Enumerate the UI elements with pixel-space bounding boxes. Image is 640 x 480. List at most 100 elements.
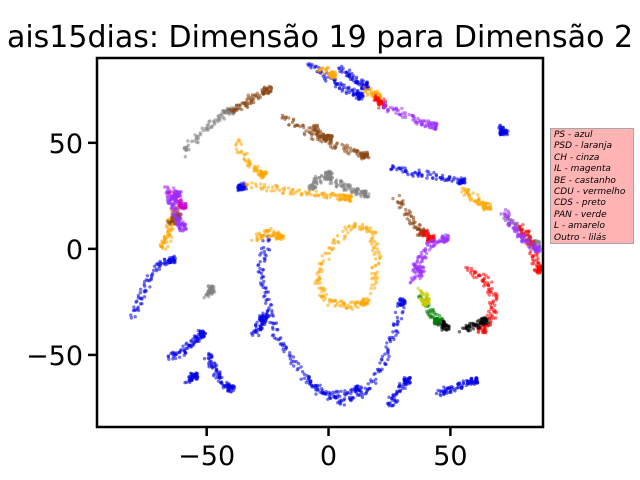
data-point-ps: [383, 352, 387, 356]
data-point-psd: [377, 261, 381, 265]
data-point-ps: [360, 97, 364, 101]
data-point-ps: [347, 68, 352, 72]
data-point-ps: [264, 290, 269, 294]
data-point-psd: [255, 238, 259, 242]
data-point-cdu: [490, 286, 494, 291]
data-point-psd: [317, 194, 321, 198]
data-point-ch: [217, 113, 221, 118]
data-point-ps: [213, 364, 217, 369]
data-point-psd: [325, 251, 329, 256]
data-point-ps: [338, 394, 342, 399]
data-point-ps: [237, 184, 241, 188]
data-point-ps: [259, 328, 263, 332]
data-point-be: [401, 202, 405, 207]
data-point-psd: [343, 197, 347, 201]
data-point-psd: [245, 151, 249, 156]
data-point-be: [246, 96, 250, 100]
data-point-ps: [136, 305, 140, 309]
data-point-ps: [143, 284, 147, 288]
data-point-ps: [375, 367, 380, 372]
data-point-cdu: [535, 254, 539, 258]
data-point-ch: [186, 143, 191, 147]
data-point-ps: [459, 176, 463, 180]
data-point-ps: [442, 390, 447, 394]
data-point-ps: [177, 355, 182, 359]
data-point-cdu: [483, 330, 487, 335]
data-point-psd: [234, 147, 239, 151]
data-point-outro: [174, 194, 178, 198]
data-point-outro: [411, 278, 416, 282]
data-point-psd: [333, 298, 338, 302]
data-point-psd: [264, 169, 268, 174]
data-point-pan: [433, 321, 437, 325]
data-point-outro: [412, 270, 417, 274]
data-point-ch: [320, 173, 324, 178]
data-point-pan: [437, 313, 442, 318]
data-point-psd: [471, 191, 475, 195]
data-point-outro: [179, 190, 183, 194]
legend-entry: BE - castanho: [554, 175, 616, 186]
data-point-ps: [138, 302, 143, 306]
data-point-psd: [317, 286, 321, 290]
data-point-ps: [350, 389, 354, 393]
data-point-ch: [194, 136, 198, 140]
data-point-ps: [129, 313, 133, 317]
data-point-ps: [151, 268, 156, 273]
data-point-outro: [499, 212, 503, 216]
data-point-ps: [434, 173, 439, 177]
data-point-cdu: [526, 233, 530, 237]
data-point-ps: [425, 176, 429, 180]
data-point-ps: [360, 395, 365, 400]
data-point-be: [309, 131, 313, 136]
data-point-psd: [257, 231, 262, 235]
data-point-outro: [400, 106, 404, 111]
data-point-psd: [239, 142, 243, 147]
data-point-ps: [448, 175, 452, 180]
data-point-ps: [365, 82, 370, 86]
plot-area-frame: [95, 56, 545, 429]
data-point-outro: [407, 112, 411, 117]
data-point-ps: [257, 317, 262, 321]
data-point-ps: [150, 274, 154, 278]
data-point-be: [328, 137, 333, 141]
data-point-outro: [403, 111, 407, 115]
data-point-psd: [327, 246, 331, 250]
data-point-ps: [261, 268, 265, 272]
data-point-ps: [357, 387, 361, 392]
data-point-be: [246, 93, 250, 97]
data-point-ch: [200, 126, 204, 130]
data-point-ps: [405, 170, 409, 175]
data-point-psd: [370, 265, 374, 270]
data-point-ps: [138, 290, 143, 295]
data-point-ps: [391, 403, 396, 407]
data-point-outro: [413, 274, 417, 278]
data-point-outro: [503, 218, 508, 223]
data-point-ps: [398, 297, 402, 301]
data-point-ch: [324, 170, 328, 174]
data-point-ps: [315, 388, 319, 392]
data-point-ps: [386, 347, 390, 351]
data-point-ch: [330, 176, 334, 180]
data-point-ps: [313, 64, 317, 68]
data-point-ps: [432, 171, 436, 175]
data-point-ps: [380, 354, 385, 359]
data-point-ps: [403, 166, 407, 170]
data-point-ch: [185, 146, 189, 150]
legend-entry: PSD - laranja: [554, 141, 612, 152]
data-point-ch: [201, 129, 205, 133]
data-point-cdu: [520, 230, 524, 234]
data-point-outro: [427, 239, 431, 244]
data-point-psd: [256, 164, 260, 168]
data-point-ps: [195, 372, 199, 376]
data-point-be: [320, 140, 324, 144]
data-point-ch: [359, 189, 364, 194]
data-point-ps: [401, 384, 405, 389]
data-point-psd: [327, 251, 331, 256]
data-point-ps: [216, 379, 221, 383]
data-point-cds: [482, 316, 486, 320]
data-point-psd: [371, 276, 376, 280]
data-point-cdu: [422, 231, 426, 235]
data-point-ch: [348, 184, 353, 188]
data-point-ps: [345, 86, 349, 90]
scatter-points: [129, 62, 543, 408]
